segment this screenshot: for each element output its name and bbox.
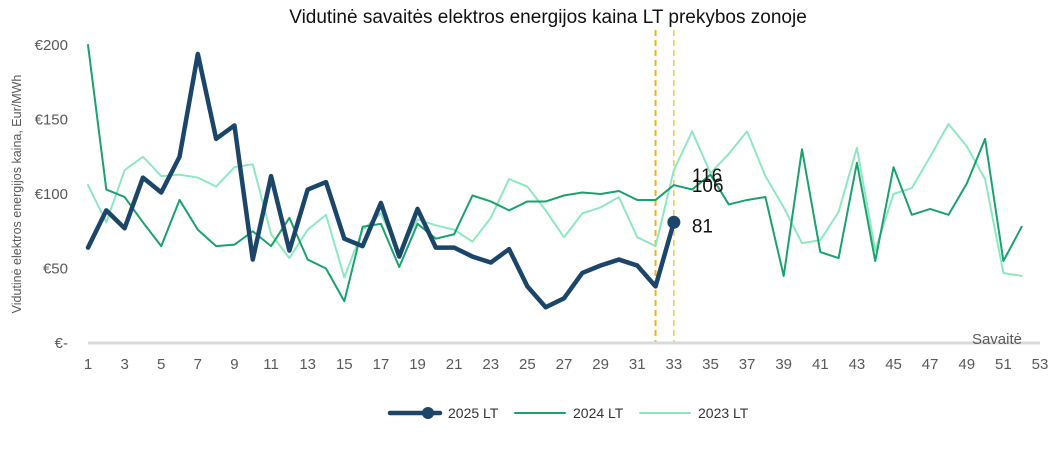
x-tick-label: 39 — [775, 356, 792, 373]
y-tick-label: €50 — [43, 261, 68, 278]
x-axis-label: Savaitė — [972, 331, 1022, 348]
series-line — [87, 122, 1023, 279]
series-line — [87, 44, 1023, 303]
x-tick-label: 7 — [194, 356, 202, 373]
x-tick-label: 29 — [592, 356, 609, 373]
y-axis-label: Vidutinė elektros energijos kaina, Eur/M… — [10, 75, 24, 314]
series-layer — [85, 44, 1023, 310]
legend-label: 2024 LT — [573, 405, 624, 421]
x-tick-label: 21 — [446, 356, 463, 373]
legend: 2025 LT 2024 LT 2023 LT — [387, 405, 749, 421]
x-tick-label: 1 — [84, 356, 92, 373]
x-tick-label: 49 — [958, 356, 975, 373]
x-tick-label: 27 — [556, 356, 573, 373]
x-tick-label: 3 — [120, 356, 128, 373]
x-tick-label: 9 — [230, 356, 238, 373]
data-label: 116 — [692, 166, 722, 187]
x-tick-label: 17 — [373, 356, 390, 373]
x-tick-label: 31 — [629, 356, 646, 373]
series-line — [85, 51, 677, 310]
x-tick-label: 11 — [263, 356, 279, 373]
x-tick-label: 5 — [157, 356, 165, 373]
y-tick-label: €100 — [35, 186, 68, 203]
y-tick-label: €200 — [35, 37, 68, 54]
x-tick-label: 45 — [885, 356, 902, 373]
x-tick-label: 35 — [702, 356, 719, 373]
legend-marker — [422, 407, 434, 419]
vertical-markers — [654, 30, 675, 343]
x-tick-label: 53 — [1032, 356, 1049, 373]
x-tick-label: 15 — [336, 356, 353, 373]
data-label: 106 — [692, 176, 724, 197]
y-tick-label: €150 — [35, 112, 68, 129]
x-tick-label: 23 — [482, 356, 499, 373]
legend-label: 2023 LT — [698, 405, 749, 421]
x-tick-label: 37 — [739, 356, 756, 373]
x-tick-label: 19 — [409, 356, 426, 373]
chart-title: Vidutinė savaitės elektros energijos kai… — [289, 7, 807, 28]
y-axis-ticks: €- €50 €100 €150 €200 — [35, 37, 68, 352]
x-tick-label: 33 — [666, 356, 683, 373]
series-end-marker — [667, 215, 681, 229]
x-tick-label: 25 — [519, 356, 536, 373]
x-tick-label: 41 — [812, 356, 829, 373]
legend-label: 2025 LT — [448, 405, 499, 421]
x-tick-label: 43 — [849, 356, 866, 373]
x-axis-ticks: 1 3 5 7 9 11 13 15 17 19 21 23 25 27 29 31 33 35 37 39 41 43 4… — [84, 356, 1049, 373]
x-tick-label: 13 — [299, 356, 316, 373]
x-tick-label: 47 — [922, 356, 939, 373]
x-tick-label: 51 — [995, 356, 1012, 373]
data-label: 81 — [692, 216, 713, 237]
y-tick-label: €- — [55, 335, 68, 352]
